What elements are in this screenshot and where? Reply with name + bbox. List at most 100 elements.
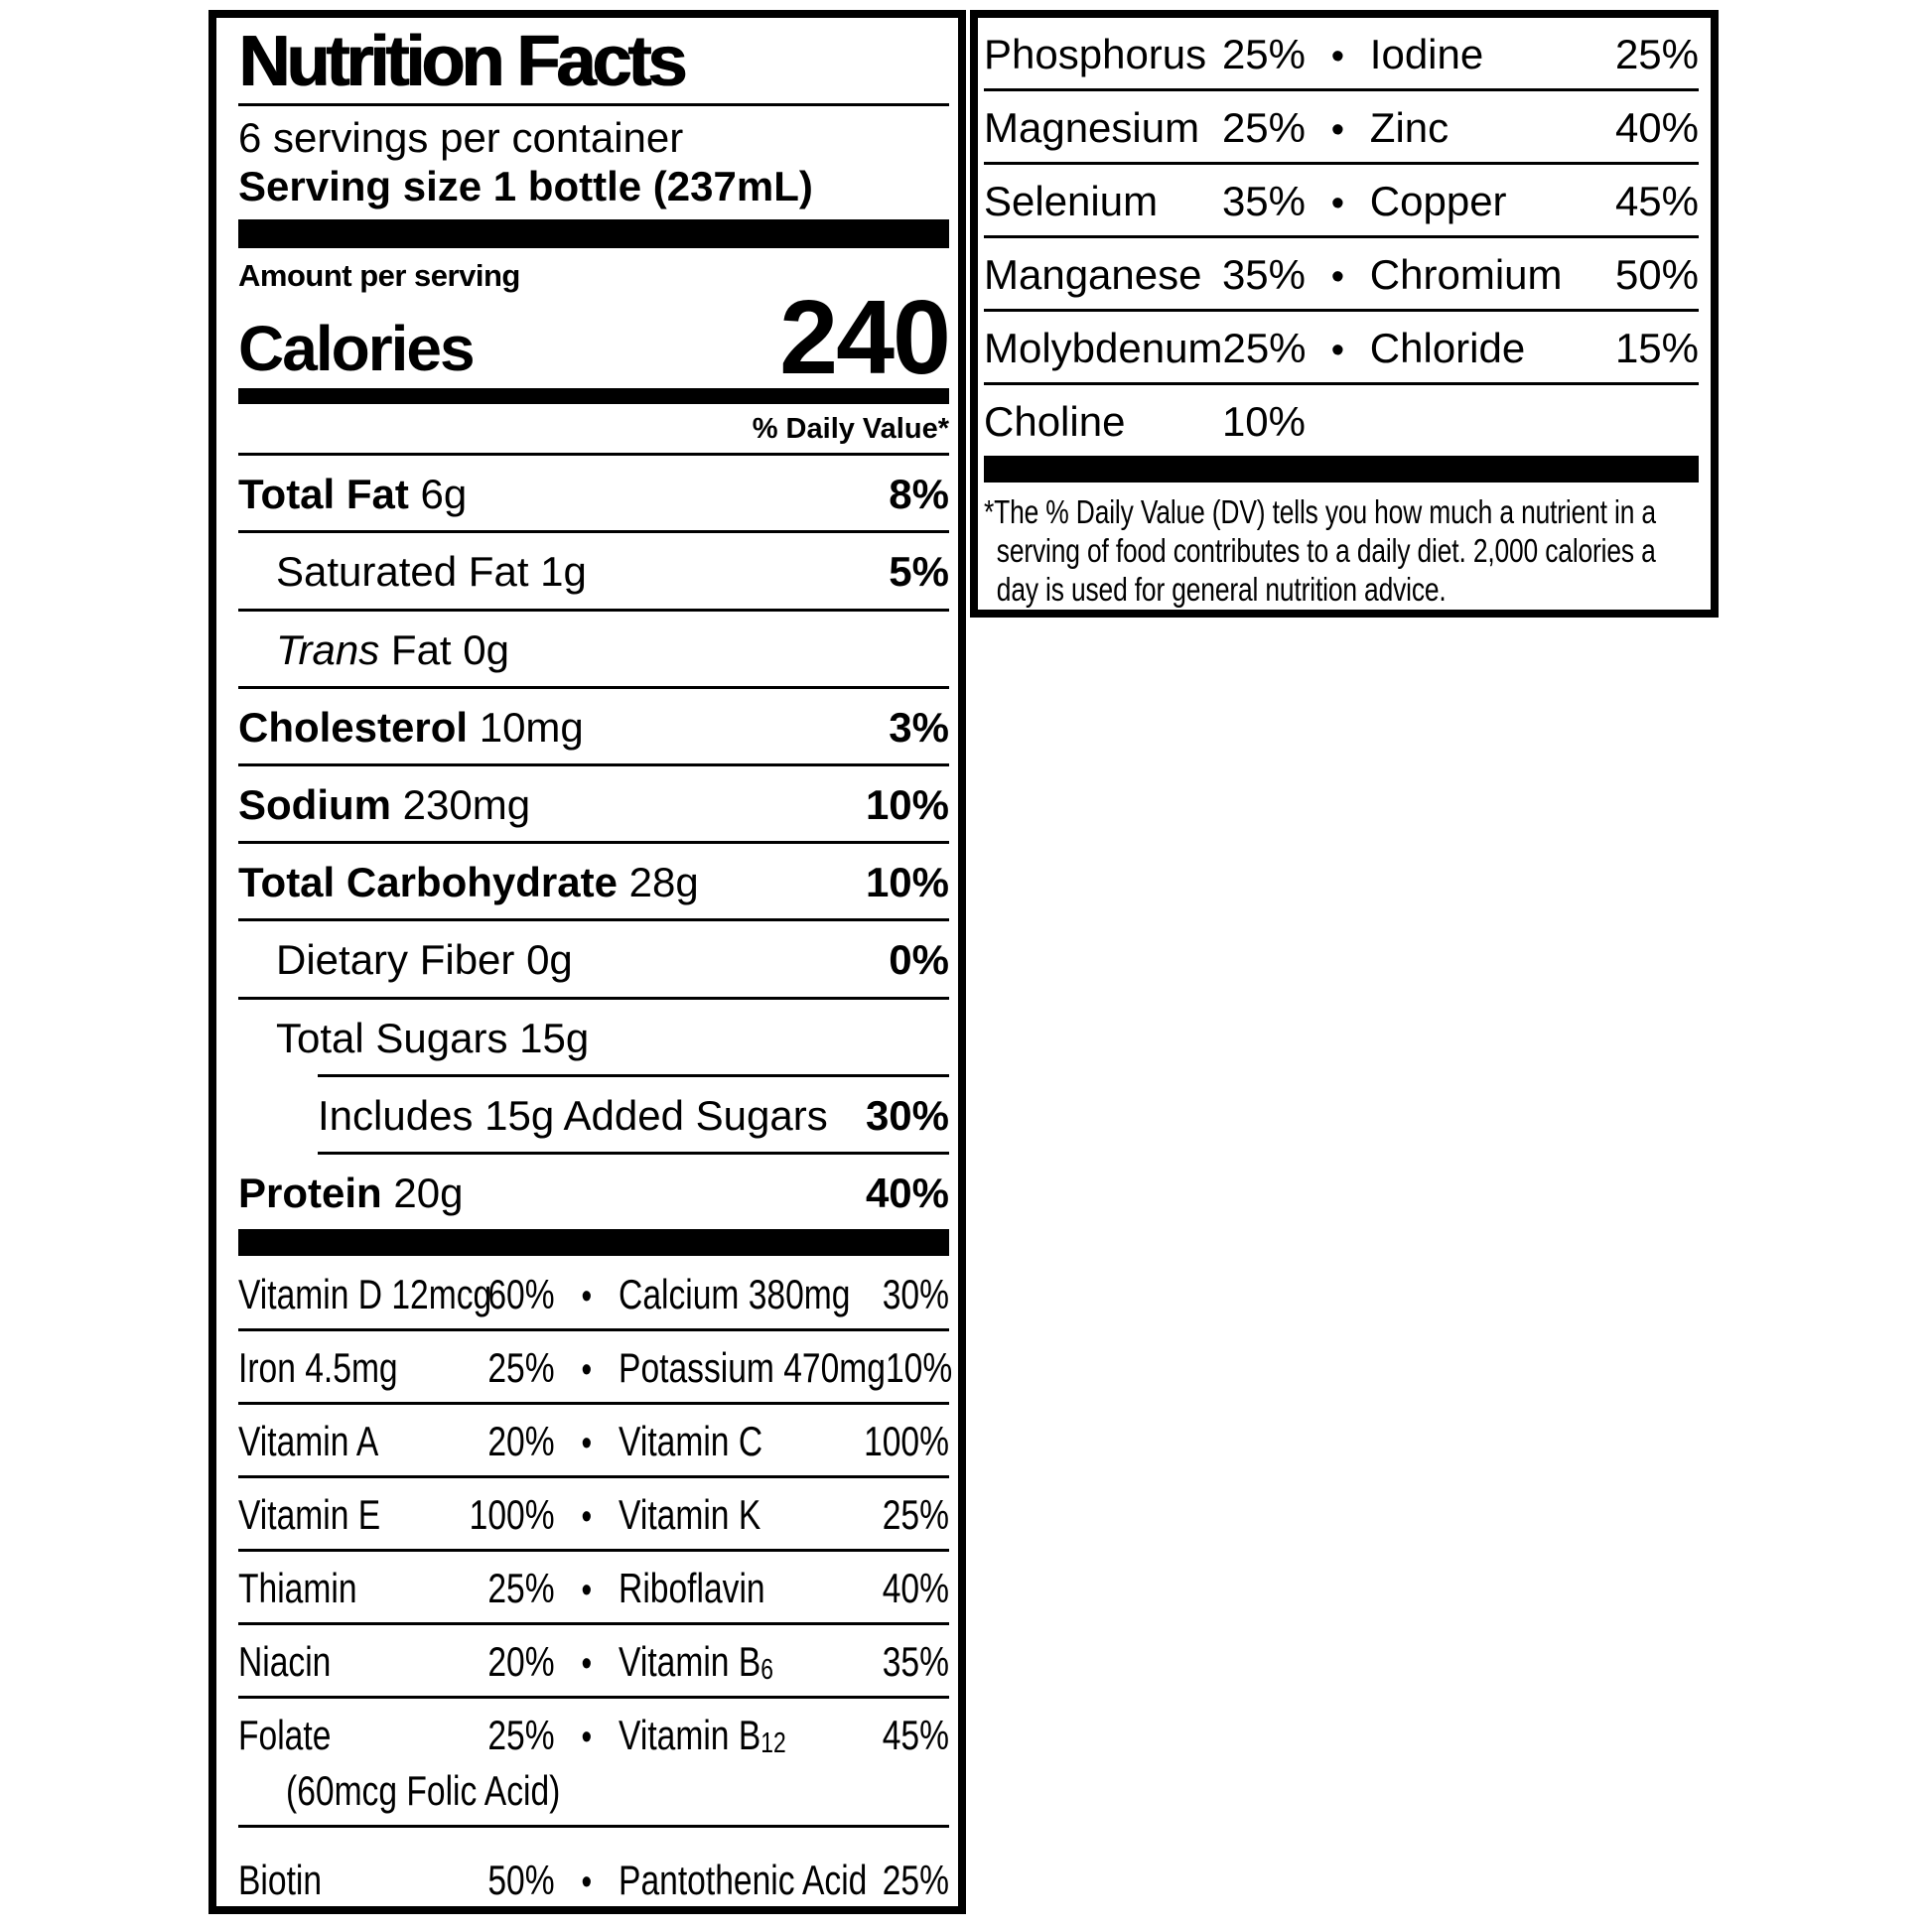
mineral-name: Selenium [984, 178, 1159, 225]
mineral-name-value: Zinc 40% [1370, 105, 1699, 151]
nutrient-name: Total Fat [238, 471, 409, 518]
mineral-name: Phosphorus [984, 31, 1207, 77]
nutrient-table: Total Fat 6g 8% Saturated Fat 1g 5% Trans Fa… [238, 456, 949, 1229]
mineral-name: Copper [1369, 178, 1507, 225]
serving-size-line: Serving size 1 bottle (237mL) [238, 163, 949, 209]
bullet-separator: • [581, 1570, 593, 1612]
mineral-name-value: Molybdenum 25% [984, 326, 1307, 371]
nutrient-name: Total Carbohydrate [238, 859, 618, 906]
vitamin-daily-value: 10% [885, 1344, 953, 1392]
mineral-name: Iodine [1369, 31, 1484, 77]
vitamin-name: Potassium 470mg [619, 1344, 886, 1392]
nutrient-name-amount: Saturated Fat 1g [238, 549, 587, 595]
mineral-name-value: Copper 45% [1369, 178, 1699, 225]
nutrient-row-sodium: Sodium 230mg 10% [238, 766, 949, 845]
bullet-separator: • [581, 1643, 593, 1686]
nutrient-daily-value: 10% [865, 781, 949, 828]
nutrient-name: Sodium [238, 781, 391, 828]
mineral-daily-value: 25% [1221, 104, 1306, 152]
nutrient-row-total-fat: Total Fat 6g 8% [238, 456, 949, 534]
nutrient-row-total-sugars: Total Sugars 15g [238, 1000, 949, 1074]
minerals-table: Phosphorus 25% • Iodine 25% Magnesium 25% • Zinc… [984, 18, 1699, 456]
nutrient-name: Saturated Fat [276, 548, 529, 596]
calories-row: Calories 240 [238, 286, 951, 391]
mineral-name-value: Iodine 25% [1369, 31, 1699, 77]
amount-per-serving-label: Amount per serving [238, 258, 520, 294]
vitamin-name: Iron 4.5mg [238, 1344, 398, 1392]
mineral-row-selenium: Selenium 35% • Copper 45% [984, 165, 1699, 239]
vitamin-daily-value: 20% [487, 1638, 555, 1686]
mineral-name-value: Chromium 50% [1369, 251, 1699, 299]
mineral-daily-value: 35% [1221, 178, 1306, 225]
nutrient-row-cholesterol: Cholesterol 10mg 3% [238, 689, 949, 766]
nutrient-amount: 230mg [391, 781, 531, 828]
bullet-separator: • [581, 1276, 593, 1318]
mineral-name: Manganese [984, 251, 1202, 299]
mineral-name-value: Manganese 35% [984, 251, 1306, 299]
section-divider-bar [238, 219, 949, 249]
vitamin-name: Vitamin K [619, 1491, 761, 1539]
bullet-separator: • [1330, 256, 1345, 299]
nutrient-row-includes-15g-added-sugars: Includes 15g Added Sugars 30% [318, 1073, 949, 1155]
nutrient-name-amount: Cholesterol 10mg [238, 703, 584, 751]
vitamin-name: Riboflavin [619, 1565, 765, 1612]
mineral-name: Chloride [1369, 325, 1526, 372]
nutrient-amount: 10mg [468, 703, 584, 751]
bullet-separator: • [581, 1349, 593, 1392]
vitamin-name: Niacin [238, 1638, 332, 1686]
vitamin-daily-value: 30% [882, 1271, 949, 1318]
daily-value-header: % Daily Value* [238, 404, 949, 457]
mineral-name-value: Choline 10% [984, 398, 1306, 446]
bullet-separator: • [1330, 109, 1345, 152]
nutrient-row-total-carbohydrate: Total Carbohydrate 28g 10% [238, 844, 949, 922]
vitamin-mineral-table: Vitamin D 12mcg 60% • Calcium 380mg 30% Iron … [238, 1258, 953, 1914]
mineral-name: Choline [984, 398, 1126, 446]
bullet-separator: • [581, 1496, 593, 1539]
calories-label: Calories [238, 313, 476, 385]
vitamin-daily-value: 100% [864, 1418, 949, 1465]
vitamin-name: Vitamin B12 [619, 1712, 786, 1760]
nutrient-row-protein: Protein 20g 40% [238, 1155, 949, 1229]
vitamin-name: Vitamin B6 [619, 1638, 773, 1687]
vitamin-row-iron-4-5mg: Iron 4.5mg 25% • Potassium 470mg 10% [238, 1331, 953, 1406]
mineral-daily-value: 35% [1221, 251, 1306, 299]
mineral-daily-value: 10% [1221, 398, 1306, 446]
bullet-separator: • [1330, 36, 1345, 77]
vitamin-name: Vitamin E [238, 1491, 381, 1539]
vitamin-daily-value: 25% [487, 1712, 555, 1759]
vitamin-daily-value: 20% [487, 1418, 555, 1465]
vitamin-row-folate: Folate 25% • Vitamin B12 45% (60mcg Folic Aci… [238, 1699, 949, 1828]
nutrient-daily-value: 30% [865, 1091, 949, 1139]
mineral-name: Chromium [1369, 251, 1563, 299]
mineral-daily-value: 15% [1614, 325, 1699, 372]
nutrient-row-saturated-fat: Saturated Fat 1g 5% [238, 533, 949, 612]
bullet-separator: • [581, 1861, 593, 1903]
calories-divider-bar [238, 388, 949, 405]
vitamins-divider-bar [238, 1229, 949, 1257]
nutrient-amount: 0g [451, 625, 509, 673]
mineral-row-phosphorus: Phosphorus 25% • Iodine 25% [984, 18, 1699, 92]
nutrient-name: Cholesterol [238, 703, 469, 751]
mineral-daily-value: 25% [1614, 31, 1699, 77]
nutrient-amount: 28g [617, 859, 699, 906]
vitamin-daily-value: 60% [487, 1271, 555, 1318]
nutrient-name: Trans Fat [276, 625, 452, 673]
nutrient-daily-value: 8% [889, 471, 949, 518]
vitamin-daily-value: 45% [882, 1712, 949, 1759]
nutrient-name: Dietary Fiber [276, 936, 515, 984]
nutrient-name-italic: Trans [276, 625, 380, 673]
nutrient-amount: 6g [408, 471, 468, 518]
vitamin-name: Pantothenic Acid [619, 1856, 868, 1903]
nutrient-amount: 20g [381, 1169, 464, 1216]
nutrient-name: Total Sugars [276, 1014, 508, 1061]
mineral-daily-value: 45% [1614, 178, 1699, 225]
vitamin-daily-value: 100% [469, 1491, 555, 1539]
mineral-daily-value: 25% [1221, 31, 1306, 77]
nutrient-name-amount: Protein 20g [238, 1169, 464, 1216]
footnote-divider-bar [984, 455, 1699, 483]
nutrient-name-amount: Total Carbohydrate 28g [238, 860, 699, 905]
mineral-daily-value: 50% [1614, 251, 1699, 299]
nutrient-amount: 15g [507, 1014, 590, 1061]
serving-size-label: Serving size [238, 163, 483, 210]
